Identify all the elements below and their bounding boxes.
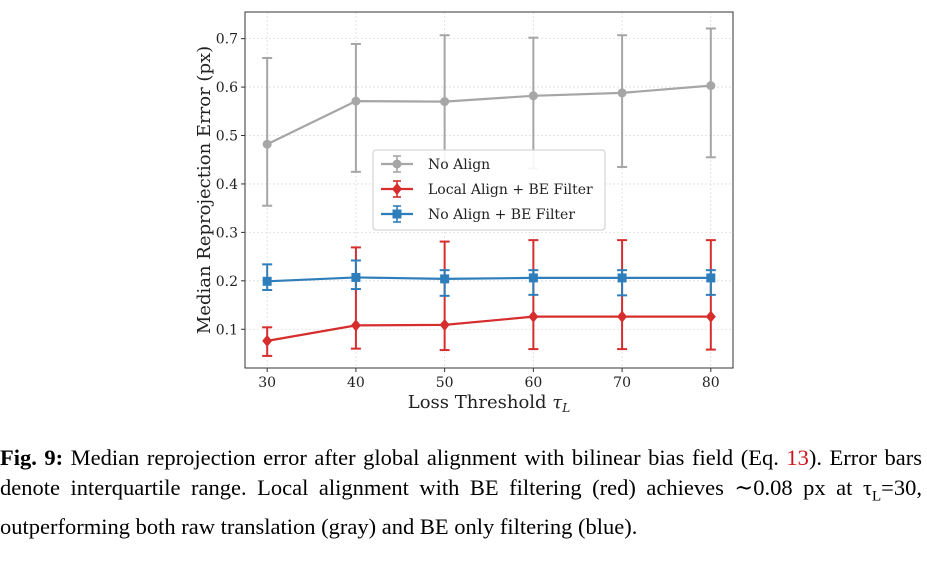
data-point: [706, 273, 716, 283]
caption-tau-subscript: L: [872, 488, 882, 504]
x-tick-label: 50: [436, 375, 454, 391]
x-axis-label: Loss Threshold τL: [408, 392, 570, 415]
legend-box: [372, 149, 606, 231]
legend-label: Local Align + BE Filter: [428, 182, 593, 198]
y-tick-label: 0.6: [216, 80, 238, 96]
data-point: [440, 274, 450, 284]
legend-entry: Local Align + BE Filter: [381, 180, 593, 198]
x-tick-label: 70: [613, 375, 631, 391]
x-tick-label: 40: [347, 375, 365, 391]
series-line: [266, 84, 711, 146]
series-no-align-be-filter: [262, 259, 716, 297]
equation-reference-link[interactable]: 13: [786, 445, 809, 470]
legend-marker: [392, 159, 402, 169]
series-line: [266, 315, 711, 342]
figure-caption: Fig. 9: Median reprojection error after …: [0, 443, 922, 541]
data-point: [262, 139, 272, 149]
data-point: [440, 97, 450, 107]
y-tick-label: 0.5: [216, 129, 238, 145]
x-tick-label: 80: [702, 375, 720, 391]
data-point: [351, 272, 361, 282]
data-point: [617, 310, 628, 323]
chart-svg: 0.1 0.2 0.3 0.4 0.5 0.6 0.7 30 40 50 60 70 80 No Ali…: [194, 11, 734, 415]
data-point: [705, 310, 716, 323]
data-point: [617, 88, 627, 98]
data-point: [706, 81, 716, 91]
axis-ticks: 0.1 0.2 0.3 0.4 0.5 0.6 0.7 30 40 50 60 70 80: [216, 32, 720, 391]
series-no-align: [262, 27, 716, 207]
caption-text-part1: Median reprojection error after global a…: [63, 445, 787, 470]
caption-text-part3: =30, outperforming both raw translation …: [0, 474, 922, 539]
data-point: [528, 310, 539, 323]
series-layer: [262, 27, 716, 357]
y-tick-label: 0.3: [216, 225, 238, 241]
data-point: [528, 273, 538, 283]
x-tick-label: 60: [524, 375, 542, 391]
y-tick-label: 0.2: [216, 274, 238, 290]
figure-9-chart: 0.1 0.2 0.3 0.4 0.5 0.6 0.7 30 40 50 60 70 80 No Ali…: [194, 11, 734, 415]
y-tick-label: 0.4: [216, 177, 238, 193]
x-tick-label: 30: [258, 375, 276, 391]
series-line: [267, 276, 711, 283]
data-point: [262, 276, 272, 286]
legend-entry: No Align: [381, 155, 490, 173]
caption-text-part2: ). Error bars denote interquartile range…: [0, 445, 922, 500]
series-local-align-be-filter: [262, 239, 716, 357]
caption-label: Fig. 9:: [0, 445, 64, 470]
data-point: [617, 273, 627, 283]
plot-frame: [244, 11, 734, 369]
data-point: [528, 91, 538, 101]
data-point: [351, 96, 361, 106]
legend-entry: No Align + BE Filter: [381, 205, 575, 223]
legend: No Align Local Align + BE Filter No Align …: [372, 149, 606, 231]
legend-label: No Align: [428, 157, 490, 173]
legend-label: No Align + BE Filter: [428, 207, 575, 223]
data-point: [439, 318, 450, 331]
legend-marker: [392, 209, 402, 219]
y-tick-label: 0.7: [216, 32, 238, 48]
data-point: [350, 319, 361, 332]
data-point: [262, 334, 273, 347]
y-axis-label: Median Reprojection Error (px): [194, 46, 215, 334]
y-tick-label: 0.1: [216, 322, 238, 338]
legend-marker: [392, 183, 402, 195]
